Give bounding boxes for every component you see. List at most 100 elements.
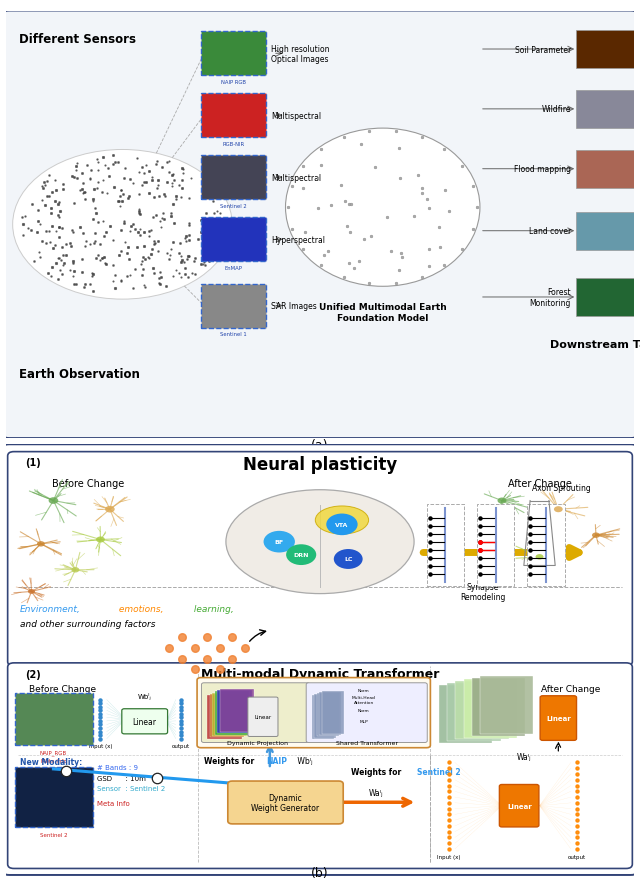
Text: After Change: After Change: [541, 685, 600, 694]
Text: Land cover: Land cover: [529, 227, 571, 236]
Text: Linear: Linear: [507, 803, 532, 809]
Text: Multispectral: Multispectral: [271, 112, 321, 120]
Circle shape: [497, 498, 506, 504]
FancyBboxPatch shape: [197, 678, 430, 748]
FancyBboxPatch shape: [499, 785, 539, 827]
Circle shape: [326, 514, 358, 535]
FancyBboxPatch shape: [576, 278, 635, 316]
Text: (1): (1): [25, 458, 41, 468]
Bar: [463, 680, 517, 738]
Text: Dynamic Projection: Dynamic Projection: [227, 741, 288, 746]
Text: High resolution
Optical Images: High resolution Optical Images: [271, 44, 330, 64]
Text: Sensor  : Sentinel 2: Sensor : Sentinel 2: [97, 786, 166, 791]
Text: Meta Info: Meta Info: [97, 800, 130, 805]
FancyBboxPatch shape: [228, 781, 343, 824]
Circle shape: [105, 506, 115, 513]
Text: Multi-modal Dynamic Transformer: Multi-modal Dynamic Transformer: [201, 667, 439, 680]
Circle shape: [96, 537, 105, 543]
Circle shape: [13, 151, 232, 299]
FancyBboxPatch shape: [540, 696, 577, 741]
FancyBboxPatch shape: [15, 694, 93, 745]
Bar: [314, 695, 336, 738]
Text: Linear: Linear: [546, 715, 571, 721]
Text: Input (x): Input (x): [89, 742, 112, 748]
FancyBboxPatch shape: [202, 218, 266, 262]
Text: # Bands : 9: # Bands : 9: [97, 764, 138, 770]
FancyBboxPatch shape: [202, 32, 266, 76]
FancyBboxPatch shape: [576, 31, 635, 69]
Circle shape: [264, 532, 295, 553]
Ellipse shape: [316, 507, 369, 534]
FancyBboxPatch shape: [527, 504, 564, 587]
Bar: [447, 683, 500, 742]
Circle shape: [286, 545, 316, 565]
Text: Sentinel 2: Sentinel 2: [220, 204, 247, 208]
Text: output: output: [172, 742, 190, 748]
Text: Wildfire: Wildfire: [541, 105, 571, 114]
Text: Waᴵⱼ: Waᴵⱼ: [516, 752, 531, 761]
Text: Sentinel 1: Sentinel 1: [220, 331, 247, 337]
Circle shape: [72, 567, 79, 573]
FancyBboxPatch shape: [477, 504, 515, 587]
Text: NAIP_RGB: NAIP_RGB: [40, 750, 67, 755]
Ellipse shape: [285, 129, 480, 287]
Ellipse shape: [226, 490, 414, 594]
FancyBboxPatch shape: [576, 213, 635, 251]
Text: RGB-NIR: RGB-NIR: [223, 142, 245, 146]
FancyBboxPatch shape: [576, 90, 635, 128]
Text: Meta Info: Meta Info: [40, 758, 67, 763]
Text: Flood mapping: Flood mapping: [514, 165, 571, 174]
Text: Neural plasticity: Neural plasticity: [243, 455, 397, 473]
Text: Unified Multimodal Earth
Foundation Model: Unified Multimodal Earth Foundation Mode…: [319, 303, 447, 323]
Bar: [312, 696, 334, 739]
Text: Synapse
Remodeling: Synapse Remodeling: [460, 582, 506, 602]
Text: (2): (2): [25, 669, 41, 679]
Circle shape: [334, 549, 363, 570]
Text: Wbᴵⱼ: Wbᴵⱼ: [295, 756, 312, 765]
FancyBboxPatch shape: [576, 151, 635, 189]
Text: (a): (a): [311, 439, 329, 452]
Text: LC: LC: [344, 557, 353, 562]
Bar: [212, 693, 246, 736]
Text: Axon Sprouting: Axon Sprouting: [532, 484, 591, 493]
Text: (b): (b): [311, 867, 329, 879]
Text: Wbᴵⱼ: Wbᴵⱼ: [138, 692, 151, 699]
Text: Downstream Tasks: Downstream Tasks: [550, 339, 640, 350]
Text: EnMAP: EnMAP: [225, 266, 243, 270]
Text: Soil Parameter: Soil Parameter: [515, 45, 571, 54]
FancyBboxPatch shape: [427, 504, 464, 587]
Bar: [217, 690, 252, 734]
Text: After Change: After Change: [508, 478, 572, 489]
Circle shape: [536, 555, 543, 560]
Bar: [472, 678, 525, 736]
Circle shape: [554, 507, 563, 513]
Text: Before Change: Before Change: [52, 478, 124, 489]
Text: Hyperspectral: Hyperspectral: [271, 236, 325, 245]
Text: GSD      : 10m: GSD : 10m: [97, 774, 146, 781]
Text: Norm: Norm: [358, 709, 370, 712]
Circle shape: [592, 532, 600, 539]
Bar: [322, 691, 344, 734]
Text: BF: BF: [275, 540, 284, 545]
Bar: [439, 685, 493, 743]
Text: NAIP: NAIP: [267, 756, 288, 765]
FancyBboxPatch shape: [0, 12, 640, 439]
FancyBboxPatch shape: [15, 767, 93, 828]
Bar: [214, 692, 249, 734]
Text: VTA: VTA: [335, 522, 349, 527]
Text: Weights for: Weights for: [204, 756, 254, 765]
Text: Environment,: Environment,: [20, 604, 81, 614]
Circle shape: [49, 498, 58, 504]
Text: NAIP RGB: NAIP RGB: [221, 80, 246, 85]
Text: Norm: Norm: [358, 688, 370, 692]
FancyBboxPatch shape: [306, 683, 428, 742]
Text: SAR Images: SAR Images: [271, 302, 317, 311]
FancyBboxPatch shape: [8, 663, 632, 868]
Circle shape: [28, 589, 35, 595]
Text: Before Change: Before Change: [29, 685, 97, 694]
Text: Linear: Linear: [254, 714, 271, 719]
FancyBboxPatch shape: [248, 697, 278, 736]
Text: Sentinel 2: Sentinel 2: [417, 766, 461, 776]
Text: and other surrounding factors: and other surrounding factors: [20, 619, 156, 629]
FancyBboxPatch shape: [122, 709, 168, 734]
